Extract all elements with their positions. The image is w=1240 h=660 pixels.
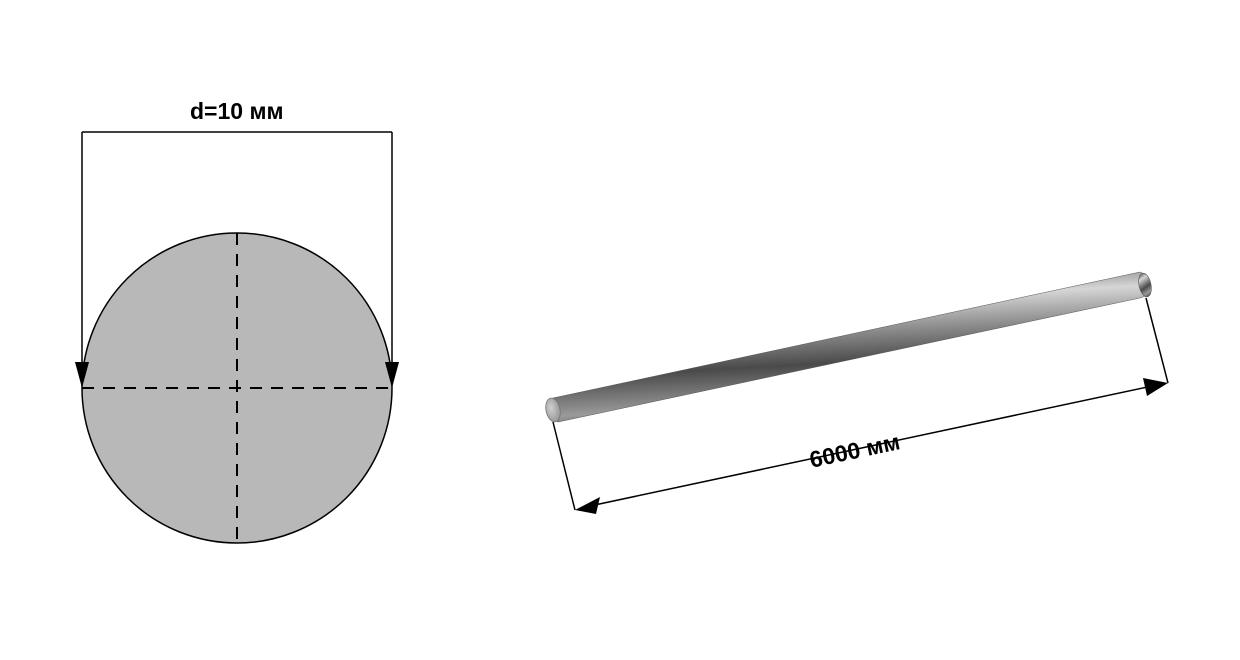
diagram-container: d=10 мм 6000 мм <box>0 0 1240 660</box>
cross-section-svg <box>0 0 1240 660</box>
rod-dim-arrow-left <box>575 497 600 514</box>
rod-ext-right <box>1146 298 1168 383</box>
rod-body <box>548 272 1150 422</box>
rod-dim-arrow-right <box>1143 378 1168 396</box>
rod-ext-left <box>553 422 575 510</box>
diameter-label: d=10 мм <box>190 98 283 125</box>
